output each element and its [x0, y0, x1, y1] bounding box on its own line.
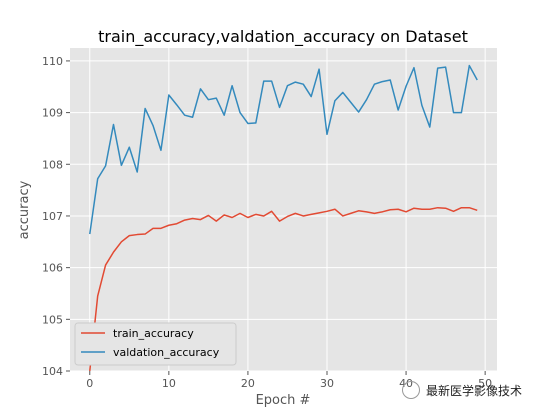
y-tick-label: 110 — [42, 55, 63, 68]
x-tick-label: 10 — [162, 377, 176, 390]
legend-label-train-accuracy: train_accuracy — [113, 327, 194, 340]
series-line-valdation-accuracy — [89, 64, 478, 235]
grid-lines — [70, 48, 497, 372]
x-tick-label: 50 — [478, 377, 492, 390]
y-tick-label: 107 — [42, 210, 63, 223]
y-tick-label: 109 — [42, 107, 63, 120]
y-tick-label: 106 — [42, 262, 63, 275]
series-line-train-accuracy — [89, 206, 478, 372]
y-tick-label: 104 — [42, 365, 63, 378]
legend: train_accuracy valdation_accuracy — [74, 322, 237, 366]
x-tick-label: 30 — [320, 377, 334, 390]
x-tick-label: 0 — [86, 377, 93, 390]
wechat-icon — [402, 381, 420, 399]
y-tick-label: 105 — [42, 313, 63, 326]
watermark-text: 最新医学影像技术 — [426, 383, 523, 398]
legend-label-valdation-accuracy: valdation_accuracy — [113, 346, 220, 359]
series-layer — [89, 64, 478, 372]
x-axis-label: Epoch # — [256, 393, 311, 408]
watermark: 最新医学影像技术 — [402, 378, 552, 402]
legend-box — [74, 322, 237, 366]
chart-title: train_accuracy,valdation_accuracy on Dat… — [98, 27, 468, 47]
x-tick-label: 20 — [241, 377, 255, 390]
y-axis-label: accuracy — [17, 180, 32, 239]
y-tick-label: 108 — [42, 158, 63, 171]
